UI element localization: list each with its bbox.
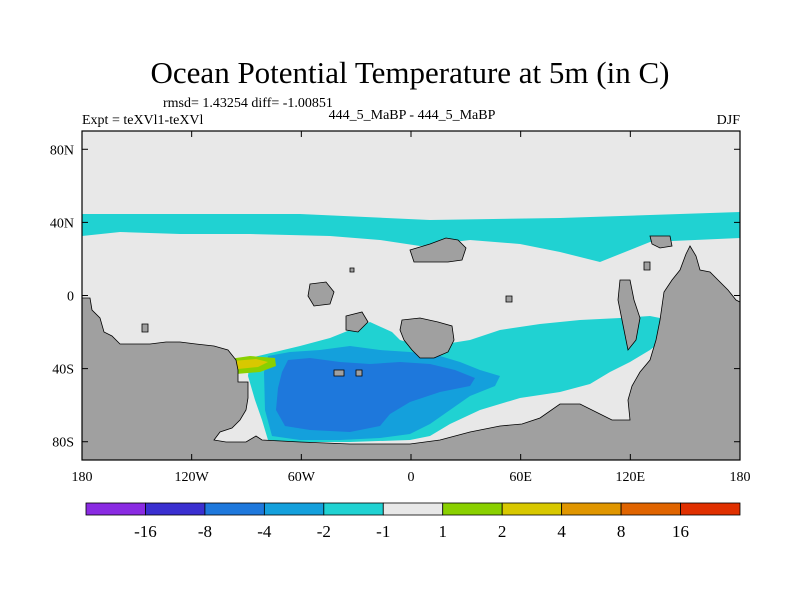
colorbar-swatch — [501, 502, 563, 516]
y-axis: 80N 40N 0 40S 80S — [50, 143, 740, 451]
x-tick-label: 60W — [288, 470, 316, 485]
left-label: Expt = teXVl1-teXVl — [82, 113, 204, 128]
x-tick-label: 180 — [72, 470, 93, 485]
colorbar-swatch — [204, 502, 265, 516]
land-africa — [399, 317, 455, 359]
right-label: DJF — [717, 113, 741, 128]
land-islet-4 — [643, 261, 651, 271]
y-tick-label: 0 — [67, 290, 74, 305]
colorbar-swatch — [263, 502, 325, 516]
anomaly-cyan-north-band — [82, 212, 740, 262]
chart-title: Ocean Potential Temperature at 5m (in C) — [151, 55, 670, 90]
colorbar-label: 1 — [438, 522, 447, 541]
x-tick-label: 120E — [616, 470, 646, 485]
x-tick-label: 120W — [175, 470, 210, 485]
colorbar-swatch — [382, 502, 444, 516]
land-islet-2 — [349, 267, 355, 273]
colorbar-label: 4 — [557, 522, 566, 541]
y-tick-label: 80S — [52, 436, 74, 451]
colorbar-label: 16 — [672, 522, 689, 541]
colorbar-label: -16 — [134, 522, 157, 541]
y-tick-label: 80N — [50, 143, 74, 158]
land-islet-6 — [355, 369, 363, 377]
colorbar-label: -1 — [376, 522, 390, 541]
colorbar-swatch — [85, 502, 146, 516]
land-islet-5 — [333, 369, 345, 377]
x-tick-label: 180 — [730, 470, 751, 485]
y-tick-label: 40N — [50, 216, 74, 231]
land-east-asia — [649, 235, 673, 249]
colorbar: -16 -8 -4 -2 -1 1 2 4 8 16 — [85, 502, 741, 541]
land-islet-3 — [505, 295, 513, 303]
colorbar-label: 2 — [498, 522, 507, 541]
land-islet-7 — [345, 311, 369, 333]
land-islet-1 — [141, 323, 149, 333]
land-arabia — [409, 237, 467, 263]
colorbar-swatch — [680, 502, 741, 516]
y-tick-label: 40S — [52, 363, 74, 378]
land-south-america — [81, 245, 741, 461]
x-tick-label: 60E — [509, 470, 532, 485]
colorbar-swatch — [323, 502, 384, 516]
colorbar-swatch — [145, 502, 206, 516]
land-australasia — [617, 279, 641, 351]
colorbar-swatch — [561, 502, 622, 516]
colorbar-label: 8 — [617, 522, 626, 541]
map-panel — [81, 130, 741, 461]
colorbar-label: -8 — [198, 522, 212, 541]
x-axis: 180 120W 60W 0 60E 120E 180 — [72, 131, 751, 485]
land-island-pacific — [307, 281, 335, 307]
anomaly-blue-core — [276, 358, 475, 432]
colorbar-label: -4 — [257, 522, 272, 541]
colorbar-swatch — [620, 502, 681, 516]
colorbar-label: -2 — [317, 522, 331, 541]
x-tick-label: 0 — [408, 470, 415, 485]
center-label: 444_5_MaBP - 444_5_MaBP — [329, 108, 496, 123]
stats-line: rmsd= 1.43254 diff= -1.00851 — [163, 96, 333, 111]
colorbar-swatch — [442, 502, 503, 516]
